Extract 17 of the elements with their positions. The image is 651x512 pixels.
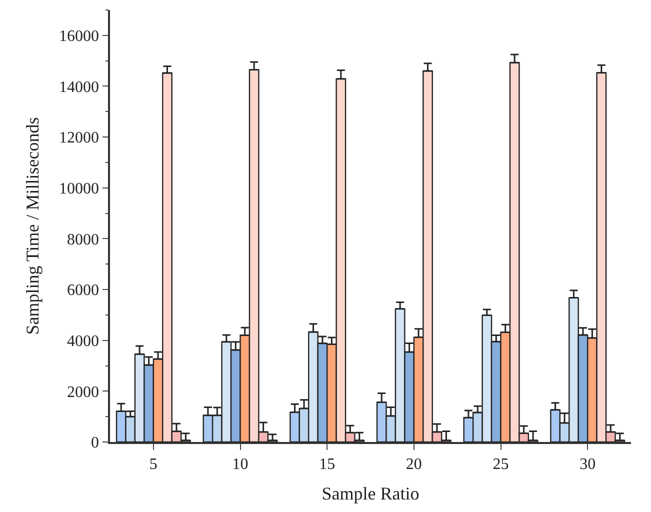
y-axis-title: Sampling Time / Milliseconds	[22, 117, 43, 335]
y-tick-label: 2000	[67, 384, 100, 401]
y-tick-label: 8000	[67, 231, 100, 248]
x-tick-label: 25	[492, 456, 509, 473]
y-tick-label: 6000	[67, 282, 100, 300]
y-tick-label: 12000	[59, 130, 100, 147]
x-tick-label: 30	[580, 456, 596, 473]
x-tick-label: 5	[149, 456, 158, 473]
y-tick-label: 4000	[67, 332, 100, 350]
x-tick-label: 10	[232, 456, 248, 473]
y-tick-label: 14000	[59, 78, 100, 96]
x-tick-label: 15	[319, 456, 336, 473]
y-tick-label: 0	[91, 434, 100, 452]
x-tick-label: 20	[406, 456, 422, 473]
y-tick-label: 16000	[59, 28, 100, 46]
y-tick-label: 10000	[59, 180, 100, 198]
x-axis-title: Sample Ratio	[322, 484, 420, 504]
